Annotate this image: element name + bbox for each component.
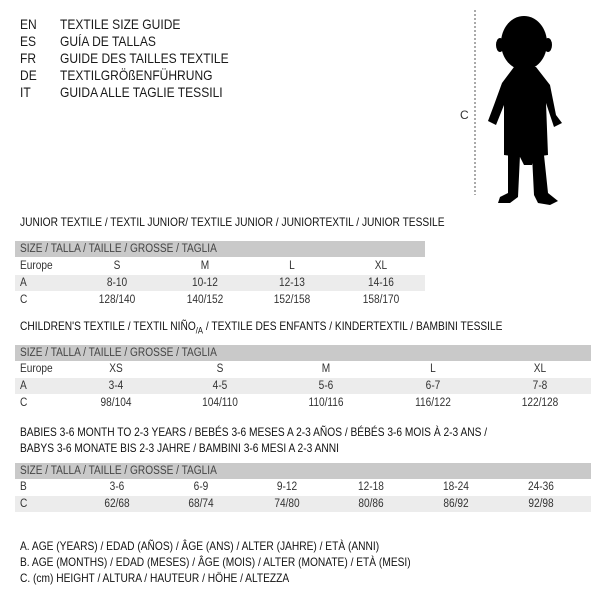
legend-item: A. AGE (YEARS) / EDAD (AÑOS) / ÂGE (ANS)… bbox=[20, 539, 380, 553]
children-title: CHILDREN'S TEXTILE / TEXTIL NIÑO/A / TEX… bbox=[20, 319, 502, 338]
row-stripe bbox=[15, 496, 591, 512]
table-cell: 92/98 bbox=[528, 498, 554, 510]
table-cell: XL bbox=[374, 260, 388, 272]
guide-title: GUIDE DES TAILLES TEXTILE bbox=[60, 50, 229, 66]
table-cell: 122/128 bbox=[521, 397, 559, 409]
table-cell: 12-13 bbox=[279, 277, 305, 289]
table-header: SIZE / TALLA / TAILLE / GRÖSSE / TAGLIA bbox=[20, 465, 217, 477]
table-cell: M bbox=[200, 260, 210, 272]
row-stripe bbox=[15, 378, 591, 394]
table-cell: L bbox=[430, 363, 436, 375]
lang-code: DE bbox=[20, 67, 37, 83]
row-label: C bbox=[20, 294, 28, 306]
table-header: SIZE / TALLA / TAILLE / GRÖSSE / TAGLIA bbox=[20, 347, 217, 359]
table-cell: 9-12 bbox=[276, 481, 298, 493]
table-cell: 5-6 bbox=[318, 380, 334, 392]
table-cell: 104/110 bbox=[202, 397, 238, 409]
table-cell: 24-36 bbox=[528, 481, 554, 493]
title-text: / TEXTILE DES ENFANTS / KINDERTEXTIL / B… bbox=[203, 319, 503, 333]
table-cell: 86/92 bbox=[443, 498, 469, 510]
table-header-bar bbox=[15, 463, 591, 479]
row-stripe bbox=[15, 275, 425, 291]
title-sub: /A bbox=[195, 325, 204, 336]
table-cell: S bbox=[113, 260, 121, 272]
guide-title: TEXTILGRÖßENFÜHRUNG bbox=[60, 67, 213, 83]
table-cell: 6-9 bbox=[193, 481, 209, 493]
table-cell: 110/116 bbox=[308, 397, 344, 409]
row-label: C bbox=[20, 498, 28, 510]
table-cell: 7-8 bbox=[532, 380, 548, 392]
table-cell: 10-12 bbox=[192, 277, 218, 289]
table-cell: 152/158 bbox=[273, 294, 311, 306]
table-cell: 74/80 bbox=[274, 498, 300, 510]
child-silhouette-icon bbox=[474, 10, 562, 205]
table-header: SIZE / TALLA / TAILLE / GRÖSSE / TAGLIA bbox=[20, 243, 217, 255]
table-header-bar bbox=[15, 345, 591, 361]
table-cell: L bbox=[289, 260, 295, 272]
table-cell: 62/68 bbox=[104, 498, 130, 510]
table-cell: 116/122 bbox=[415, 397, 451, 409]
table-cell: 98/104 bbox=[100, 397, 132, 409]
table-cell: 12-18 bbox=[358, 481, 384, 493]
table-cell: XS bbox=[109, 363, 123, 375]
guide-title: GUÍA DE TALLAS bbox=[60, 33, 156, 49]
height-label: C bbox=[460, 108, 469, 122]
babies-title-line1: BABIES 3-6 MONTH TO 2-3 YEARS / BEBÉS 3-… bbox=[20, 425, 488, 439]
guide-title: GUIDA ALLE TAGLIE TESSILI bbox=[60, 84, 223, 100]
lang-code: FR bbox=[20, 50, 37, 66]
legend-item: B. AGE (MONTHS) / EDAD (MESES) / ÂGE (MO… bbox=[20, 555, 411, 569]
table-cell: 14-16 bbox=[368, 277, 394, 289]
table-cell: 4-5 bbox=[212, 380, 228, 392]
legend-item: C. (cm) HEIGHT / ALTURA / HAUTEUR / HÖHE… bbox=[20, 571, 290, 585]
table-cell: 158/170 bbox=[362, 294, 400, 306]
guide-title: TEXTILE SIZE GUIDE bbox=[60, 16, 181, 32]
table-cell: 80/86 bbox=[358, 498, 384, 510]
row-label: Europe bbox=[20, 260, 53, 272]
table-cell: 140/152 bbox=[186, 294, 224, 306]
lang-code: ES bbox=[20, 33, 37, 49]
table-cell: 3-4 bbox=[108, 380, 124, 392]
lang-code: IT bbox=[20, 84, 31, 100]
table-cell: 68/74 bbox=[188, 498, 214, 510]
row-label: B bbox=[20, 481, 27, 493]
row-label: C bbox=[20, 397, 28, 409]
row-label: A bbox=[20, 380, 27, 392]
table-cell: 8-10 bbox=[106, 277, 128, 289]
table-cell: XL bbox=[533, 363, 547, 375]
babies-title-line2: BABYS 3-6 MONATE BIS 2-3 JAHRE / BAMBINI… bbox=[20, 441, 339, 455]
row-label: A bbox=[20, 277, 27, 289]
junior-title: JUNIOR TEXTILE / TEXTIL JUNIOR/ TEXTILE … bbox=[20, 215, 445, 229]
lang-code: EN bbox=[20, 16, 37, 32]
table-header-bar bbox=[15, 241, 425, 257]
title-text: CHILDREN'S TEXTILE / TEXTIL NIÑO bbox=[20, 319, 196, 333]
table-cell: 6-7 bbox=[425, 380, 441, 392]
table-cell: M bbox=[321, 363, 331, 375]
table-cell: S bbox=[216, 363, 224, 375]
table-cell: 18-24 bbox=[443, 481, 469, 493]
table-cell: 3-6 bbox=[109, 481, 125, 493]
row-label: Europe bbox=[20, 363, 53, 375]
table-cell: 128/140 bbox=[98, 294, 136, 306]
